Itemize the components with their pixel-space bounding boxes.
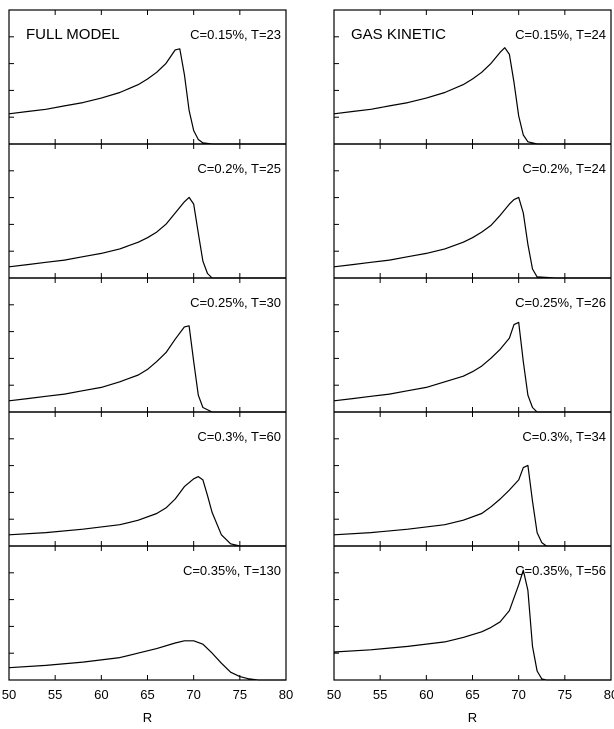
x-tick-label: 65 — [140, 687, 154, 702]
panel-annotation: C=0.35%, T=56 — [515, 563, 606, 578]
series-line — [8, 196, 286, 279]
plot-frame — [333, 9, 612, 681]
panel-annotation: C=0.2%, T=25 — [197, 161, 281, 176]
x-tick-label: 55 — [48, 687, 62, 702]
series-line — [333, 47, 611, 145]
chart-column-1: C=0.15%, T=24 GAS KINETIC C=0.2%, T=24 C=0.… — [327, 9, 614, 725]
series-line — [333, 196, 611, 279]
chart-column-0: C=0.15%, T=23 FULL MODEL C=0.2%, T=25 C=0.2… — [2, 9, 293, 725]
x-tick-label: 60 — [419, 687, 433, 702]
model-title: FULL MODEL — [26, 26, 120, 43]
series-line — [8, 48, 286, 145]
panel-0: C=0.15%, T=23 FULL MODEL — [8, 10, 286, 145]
x-tick-label: 80 — [604, 687, 614, 702]
panel-4: C=0.35%, T=130 — [8, 545, 286, 681]
panel-0: C=0.15%, T=24 GAS KINETIC — [333, 10, 611, 145]
series-line — [8, 325, 286, 413]
plot-frame — [8, 9, 287, 681]
x-tick-label: 65 — [465, 687, 479, 702]
model-title: GAS KINETIC — [351, 26, 446, 43]
panel-annotation: C=0.3%, T=34 — [522, 429, 606, 444]
x-tick-label: 80 — [279, 687, 293, 702]
x-tick-label: 70 — [511, 687, 525, 702]
x-tick-label: 60 — [94, 687, 108, 702]
x-tick-label: 55 — [373, 687, 387, 702]
x-axis-label: R — [143, 710, 152, 725]
panel-annotation: C=0.25%, T=30 — [190, 295, 281, 310]
panel-4: C=0.35%, T=56 — [333, 545, 611, 681]
panel-annotation: C=0.2%, T=24 — [522, 161, 606, 176]
panel-annotation: C=0.15%, T=23 — [190, 27, 281, 42]
series-line — [333, 464, 611, 547]
panel-3: C=0.3%, T=34 — [333, 411, 611, 547]
panel-annotation: C=0.25%, T=26 — [515, 295, 606, 310]
panel-1: C=0.2%, T=24 — [333, 143, 611, 279]
panel-annotation: C=0.3%, T=60 — [197, 429, 281, 444]
x-tick-label: 50 — [2, 687, 16, 702]
panel-1: C=0.2%, T=25 — [8, 143, 286, 279]
x-tick-label: 75 — [558, 687, 572, 702]
series-line — [333, 569, 611, 681]
panel-2: C=0.25%, T=26 — [333, 277, 611, 413]
series-line — [8, 476, 286, 547]
x-tick-label: 75 — [233, 687, 247, 702]
series-line — [8, 640, 286, 681]
x-axis-label: R — [468, 710, 477, 725]
x-tick-label: 70 — [186, 687, 200, 702]
panel-3: C=0.3%, T=60 — [8, 411, 286, 547]
x-tick-label: 50 — [327, 687, 341, 702]
panel-annotation: C=0.35%, T=130 — [183, 563, 281, 578]
series-line — [333, 321, 611, 413]
panel-2: C=0.25%, T=30 — [8, 277, 286, 413]
panel-annotation: C=0.15%, T=24 — [515, 27, 606, 42]
